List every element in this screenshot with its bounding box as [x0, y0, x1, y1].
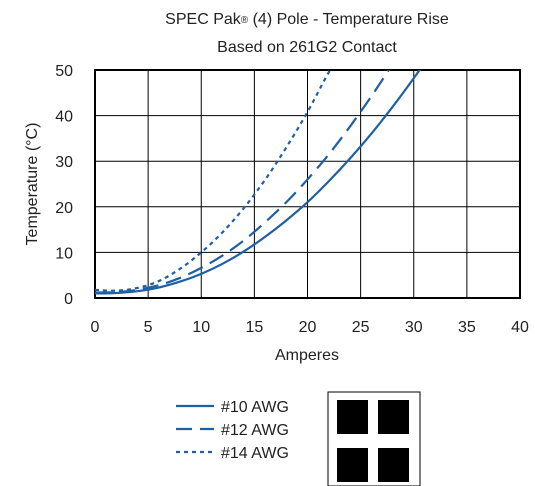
x-tick-label: 30	[405, 319, 423, 336]
x-tick-label: 40	[511, 319, 529, 336]
pole-2	[378, 400, 409, 434]
pole-1	[337, 400, 368, 434]
legend: #10 AWG #12 AWG #14 AWG	[176, 399, 289, 462]
chart-title: SPEC Pak® (4) Pole - Temperature Rise	[165, 11, 449, 28]
series-line-2	[95, 70, 391, 294]
legend-label-3: #14 AWG	[221, 445, 289, 462]
series-line-1	[95, 70, 421, 295]
x-tick-label: 5	[144, 319, 153, 336]
x-tick-label: 20	[299, 319, 317, 336]
y-tick-label: 20	[55, 200, 73, 217]
pole-3	[337, 448, 368, 482]
pole-configuration-diagram	[327, 391, 421, 486]
y-axis-label: Temperature (°C)	[24, 123, 41, 246]
series-line-3	[95, 70, 332, 292]
y-tick-label: 30	[55, 154, 73, 171]
legend-label-1: #10 AWG	[221, 399, 289, 416]
y-tick-label: 40	[55, 109, 73, 126]
x-axis-ticks: 0 5 10 15 20 25 30 35 40	[91, 319, 529, 336]
x-tick-label: 25	[352, 319, 370, 336]
x-tick-label: 15	[245, 319, 263, 336]
pole-4	[378, 448, 409, 482]
x-tick-label: 0	[91, 319, 100, 336]
legend-label-2: #12 AWG	[221, 422, 289, 439]
x-tick-label: 35	[458, 319, 476, 336]
plot-frame	[94, 69, 521, 299]
y-axis-ticks: 0 10 20 30 40 50	[55, 63, 73, 308]
y-tick-label: 50	[55, 63, 73, 80]
x-tick-label: 10	[192, 319, 210, 336]
y-tick-label: 10	[55, 245, 73, 262]
x-axis-label: Amperes	[275, 347, 339, 364]
series-lines	[95, 70, 421, 295]
chart-subtitle: Based on 261G2 Contact	[217, 39, 397, 56]
y-tick-label: 0	[64, 291, 73, 308]
grid	[94, 69, 521, 299]
